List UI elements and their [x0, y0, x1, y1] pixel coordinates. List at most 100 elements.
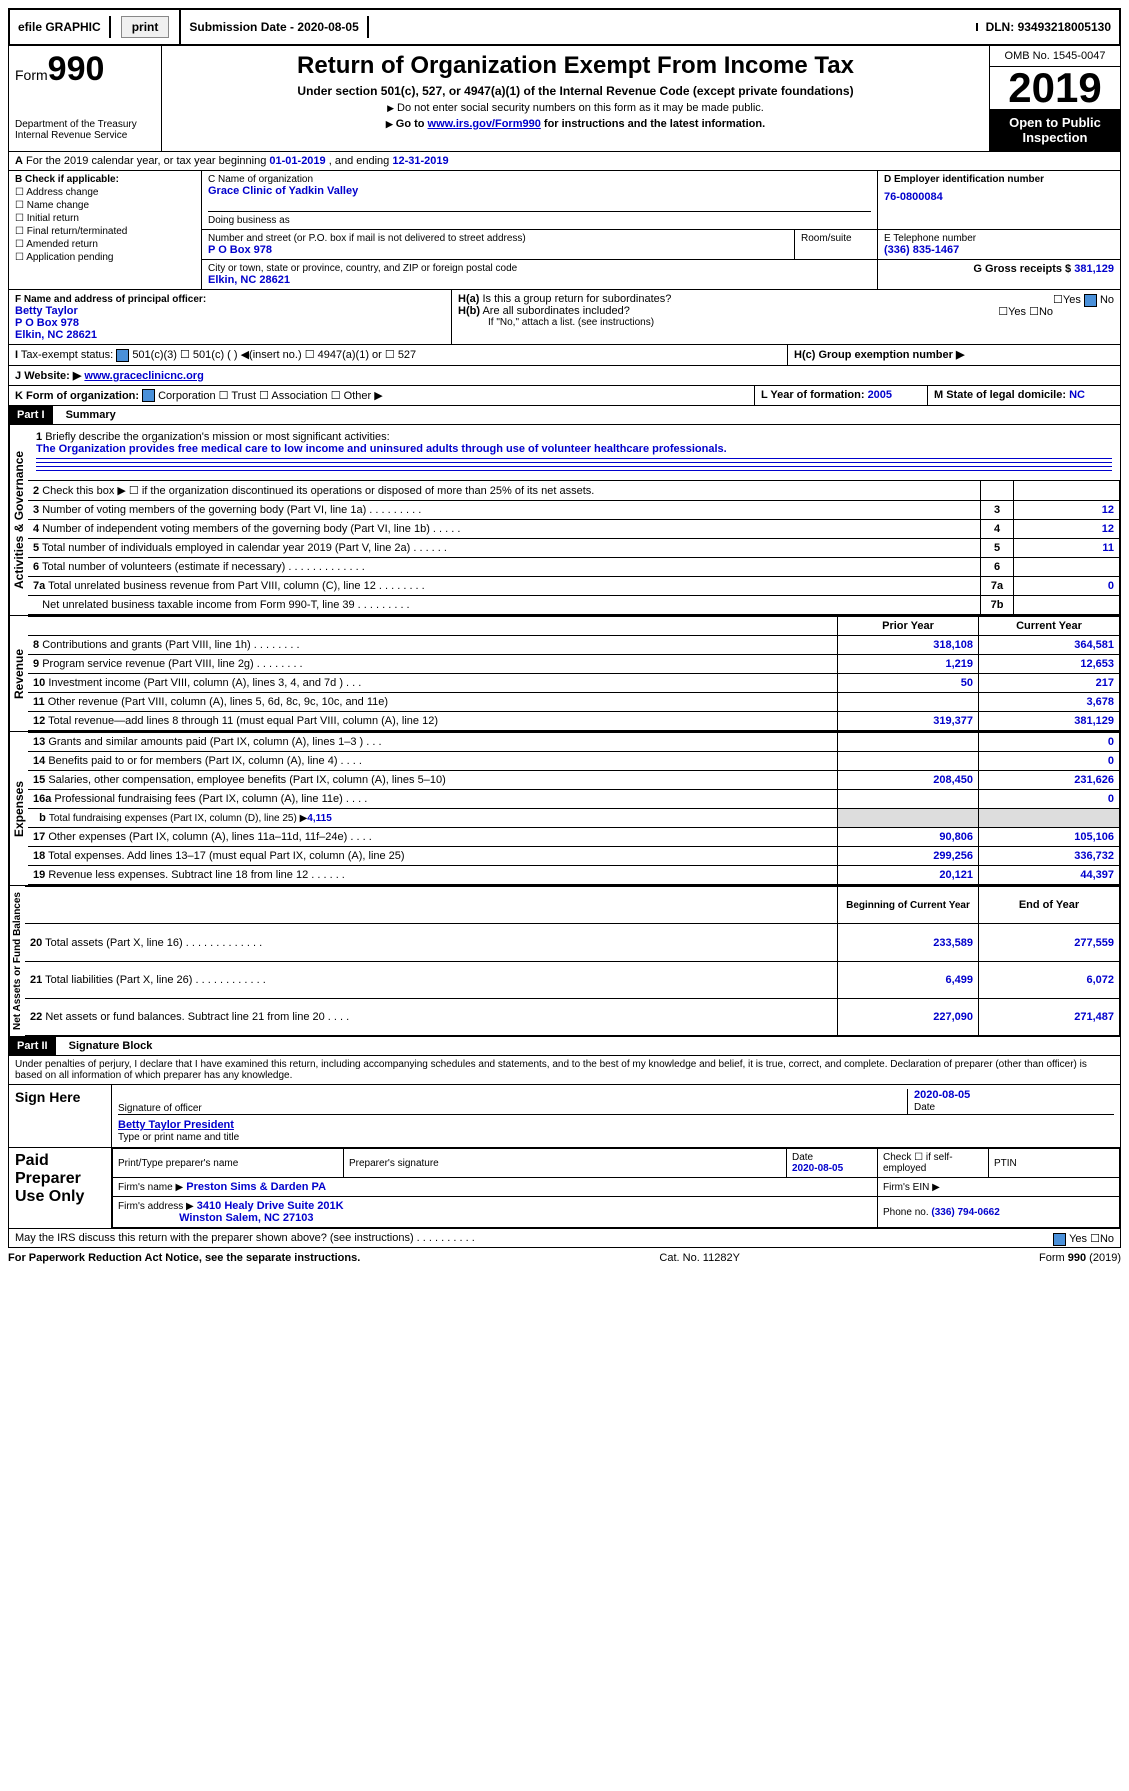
- firm-ein-label: Firm's EIN ▶: [878, 1178, 1120, 1197]
- firm-addr1: 3410 Healy Drive Suite 201K: [197, 1200, 344, 1212]
- officer-addr1: P O Box 978: [15, 317, 79, 329]
- addr-label: Number and street (or P.O. box if mail i…: [208, 233, 788, 244]
- line7a-value: 0: [1014, 577, 1120, 596]
- website-link[interactable]: www.graceclinicnc.org: [84, 370, 203, 382]
- form-title: Return of Organization Exempt From Incom…: [168, 52, 983, 80]
- cb-final-return[interactable]: ☐ Final return/terminated: [15, 226, 195, 237]
- state-domicile: NC: [1069, 389, 1085, 401]
- org-name: Grace Clinic of Yadkin Valley: [208, 185, 871, 197]
- tab-net-assets: Net Assets or Fund Balances: [9, 886, 25, 1036]
- paid-preparer-label: Paid Preparer Use Only: [9, 1148, 112, 1228]
- dln-value: 93493218005130: [1018, 20, 1111, 34]
- cb-corporation[interactable]: [142, 389, 155, 402]
- hb-row: H(b) Are all subordinates included? ☐Yes…: [458, 305, 1114, 317]
- form-subtitle: Under section 501(c), 527, or 4947(a)(1)…: [168, 84, 983, 98]
- dba-label: Doing business as: [208, 211, 871, 226]
- section-a-period: A For the 2019 calendar year, or tax yea…: [8, 152, 1121, 171]
- line3-value: 12: [1014, 501, 1120, 520]
- line2: Check this box ▶ ☐ if the organization d…: [42, 485, 594, 497]
- form-number: Form990: [15, 50, 155, 89]
- open-inspection: Open to Public Inspection: [990, 109, 1120, 151]
- print-button[interactable]: print: [121, 16, 170, 38]
- city-value: Elkin, NC 28621: [208, 274, 871, 286]
- dln-label: DLN:: [986, 20, 1018, 34]
- current-year-header: Current Year: [979, 617, 1120, 636]
- eoy-header: End of Year: [979, 887, 1120, 924]
- sig-officer-label: Signature of officer: [118, 1103, 907, 1114]
- sig-date: 2020-08-05: [914, 1089, 970, 1101]
- goto-hint: Go to www.irs.gov/Form990 for instructio…: [168, 118, 983, 130]
- boy-header: Beginning of Current Year: [838, 887, 979, 924]
- tab-activities: Activities & Governance: [9, 425, 28, 615]
- line5-value: 11: [1014, 539, 1120, 558]
- dept-treasury: Department of the Treasury: [15, 119, 155, 130]
- cb-501c3[interactable]: [116, 349, 129, 362]
- signature-block: Sign Here Signature of officer 2020-08-0…: [8, 1085, 1121, 1148]
- cb-initial-return[interactable]: ☐ Initial return: [15, 213, 195, 224]
- pra-notice: For Paperwork Reduction Act Notice, see …: [8, 1252, 360, 1264]
- city-label: City or town, state or province, country…: [208, 263, 871, 274]
- firm-name: Preston Sims & Darden PA: [186, 1181, 326, 1193]
- submission-date-label: Submission Date -: [189, 20, 297, 34]
- ein-value: 76-0800084: [884, 191, 1114, 203]
- cb-discuss-yes[interactable]: [1053, 1233, 1066, 1246]
- phone-label: E Telephone number: [884, 233, 1114, 244]
- street-address: P O Box 978: [208, 244, 788, 256]
- self-employed: Check ☐ if self-employed: [878, 1149, 989, 1178]
- net-assets-section: Net Assets or Fund Balances Beginning of…: [8, 886, 1121, 1037]
- part1-title: Summary: [56, 409, 116, 421]
- ssn-hint: Do not enter social security numbers on …: [168, 102, 983, 114]
- tax-year: 2019: [990, 67, 1120, 109]
- tab-revenue: Revenue: [9, 616, 28, 731]
- irs-label: Internal Revenue Service: [15, 130, 155, 141]
- expenses-section: Expenses 13 Grants and similar amounts p…: [8, 732, 1121, 886]
- ptin-label: PTIN: [989, 1149, 1120, 1178]
- phone-value: (336) 835-1467: [884, 244, 1114, 256]
- part1-header: Part I: [9, 406, 53, 424]
- irs-link[interactable]: www.irs.gov/Form990: [428, 118, 541, 130]
- gross-receipts: 381,129: [1074, 263, 1114, 275]
- mission-text: The Organization provides free medical c…: [36, 443, 727, 455]
- sign-here-label: Sign Here: [9, 1085, 112, 1147]
- cb-app-pending[interactable]: ☐ Application pending: [15, 252, 195, 263]
- officer-name: Betty Taylor: [15, 305, 78, 317]
- officer-addr2: Elkin, NC 28621: [15, 329, 97, 341]
- prior-year-header: Prior Year: [838, 617, 979, 636]
- efile-label: efile GRAPHIC: [10, 16, 111, 38]
- tab-expenses: Expenses: [9, 732, 28, 885]
- website-row: J Website: ▶ www.graceclinicnc.org: [8, 366, 1121, 386]
- form-version: Form 990 (2019): [1039, 1252, 1121, 1264]
- firm-phone: (336) 794-0662: [931, 1207, 999, 1218]
- cb-address-change[interactable]: ☐ Address change: [15, 187, 195, 198]
- line1-label: Briefly describe the organization's miss…: [45, 431, 389, 443]
- prep-sig-label: Preparer's signature: [344, 1149, 787, 1178]
- cb-name-change[interactable]: ☐ Name change: [15, 200, 195, 211]
- section-b-checkboxes: B Check if applicable: ☐ Address change …: [9, 171, 202, 289]
- paid-preparer-block: Paid Preparer Use Only Print/Type prepar…: [8, 1148, 1121, 1229]
- officer-name-title[interactable]: Betty Taylor President: [118, 1119, 234, 1131]
- ein-label: D Employer identification number: [884, 174, 1044, 185]
- gross-receipts-label: G Gross receipts $: [973, 263, 1074, 275]
- form-header: Form990 Department of the Treasury Inter…: [8, 46, 1121, 152]
- c-label: C Name of organization: [208, 174, 871, 185]
- activities-governance: Activities & Governance 1 Briefly descri…: [8, 425, 1121, 616]
- revenue-section: Revenue Prior YearCurrent Year 8 Contrib…: [8, 616, 1121, 732]
- org-form-row: K Form of organization: Corporation ☐ Tr…: [8, 386, 1121, 407]
- room-label: Room/suite: [795, 230, 878, 259]
- perjury-declaration: Under penalties of perjury, I declare th…: [8, 1056, 1121, 1085]
- year-formation: 2005: [868, 389, 892, 401]
- hc-row: H(c) Group exemption number ▶: [788, 345, 1120, 365]
- part2-title: Signature Block: [59, 1040, 153, 1052]
- submission-date: 2020-08-05: [297, 20, 358, 34]
- hb-note: If "No," attach a list. (see instruction…: [458, 317, 1114, 328]
- part2-header: Part II: [9, 1037, 56, 1055]
- prep-name-label: Print/Type preparer's name: [113, 1149, 344, 1178]
- line4-value: 12: [1014, 520, 1120, 539]
- top-bar: efile GRAPHIC print Submission Date - 20…: [8, 8, 1121, 46]
- ha-row: H(a) H(a) Is this a group return for sub…: [458, 293, 1114, 305]
- firm-addr2: Winston Salem, NC 27103: [179, 1212, 313, 1224]
- entity-box: B Check if applicable: ☐ Address change …: [8, 171, 1121, 290]
- officer-group-row: F Name and address of principal officer:…: [8, 290, 1121, 345]
- cb-amended[interactable]: ☐ Amended return: [15, 239, 195, 250]
- page-footer: For Paperwork Reduction Act Notice, see …: [8, 1248, 1121, 1268]
